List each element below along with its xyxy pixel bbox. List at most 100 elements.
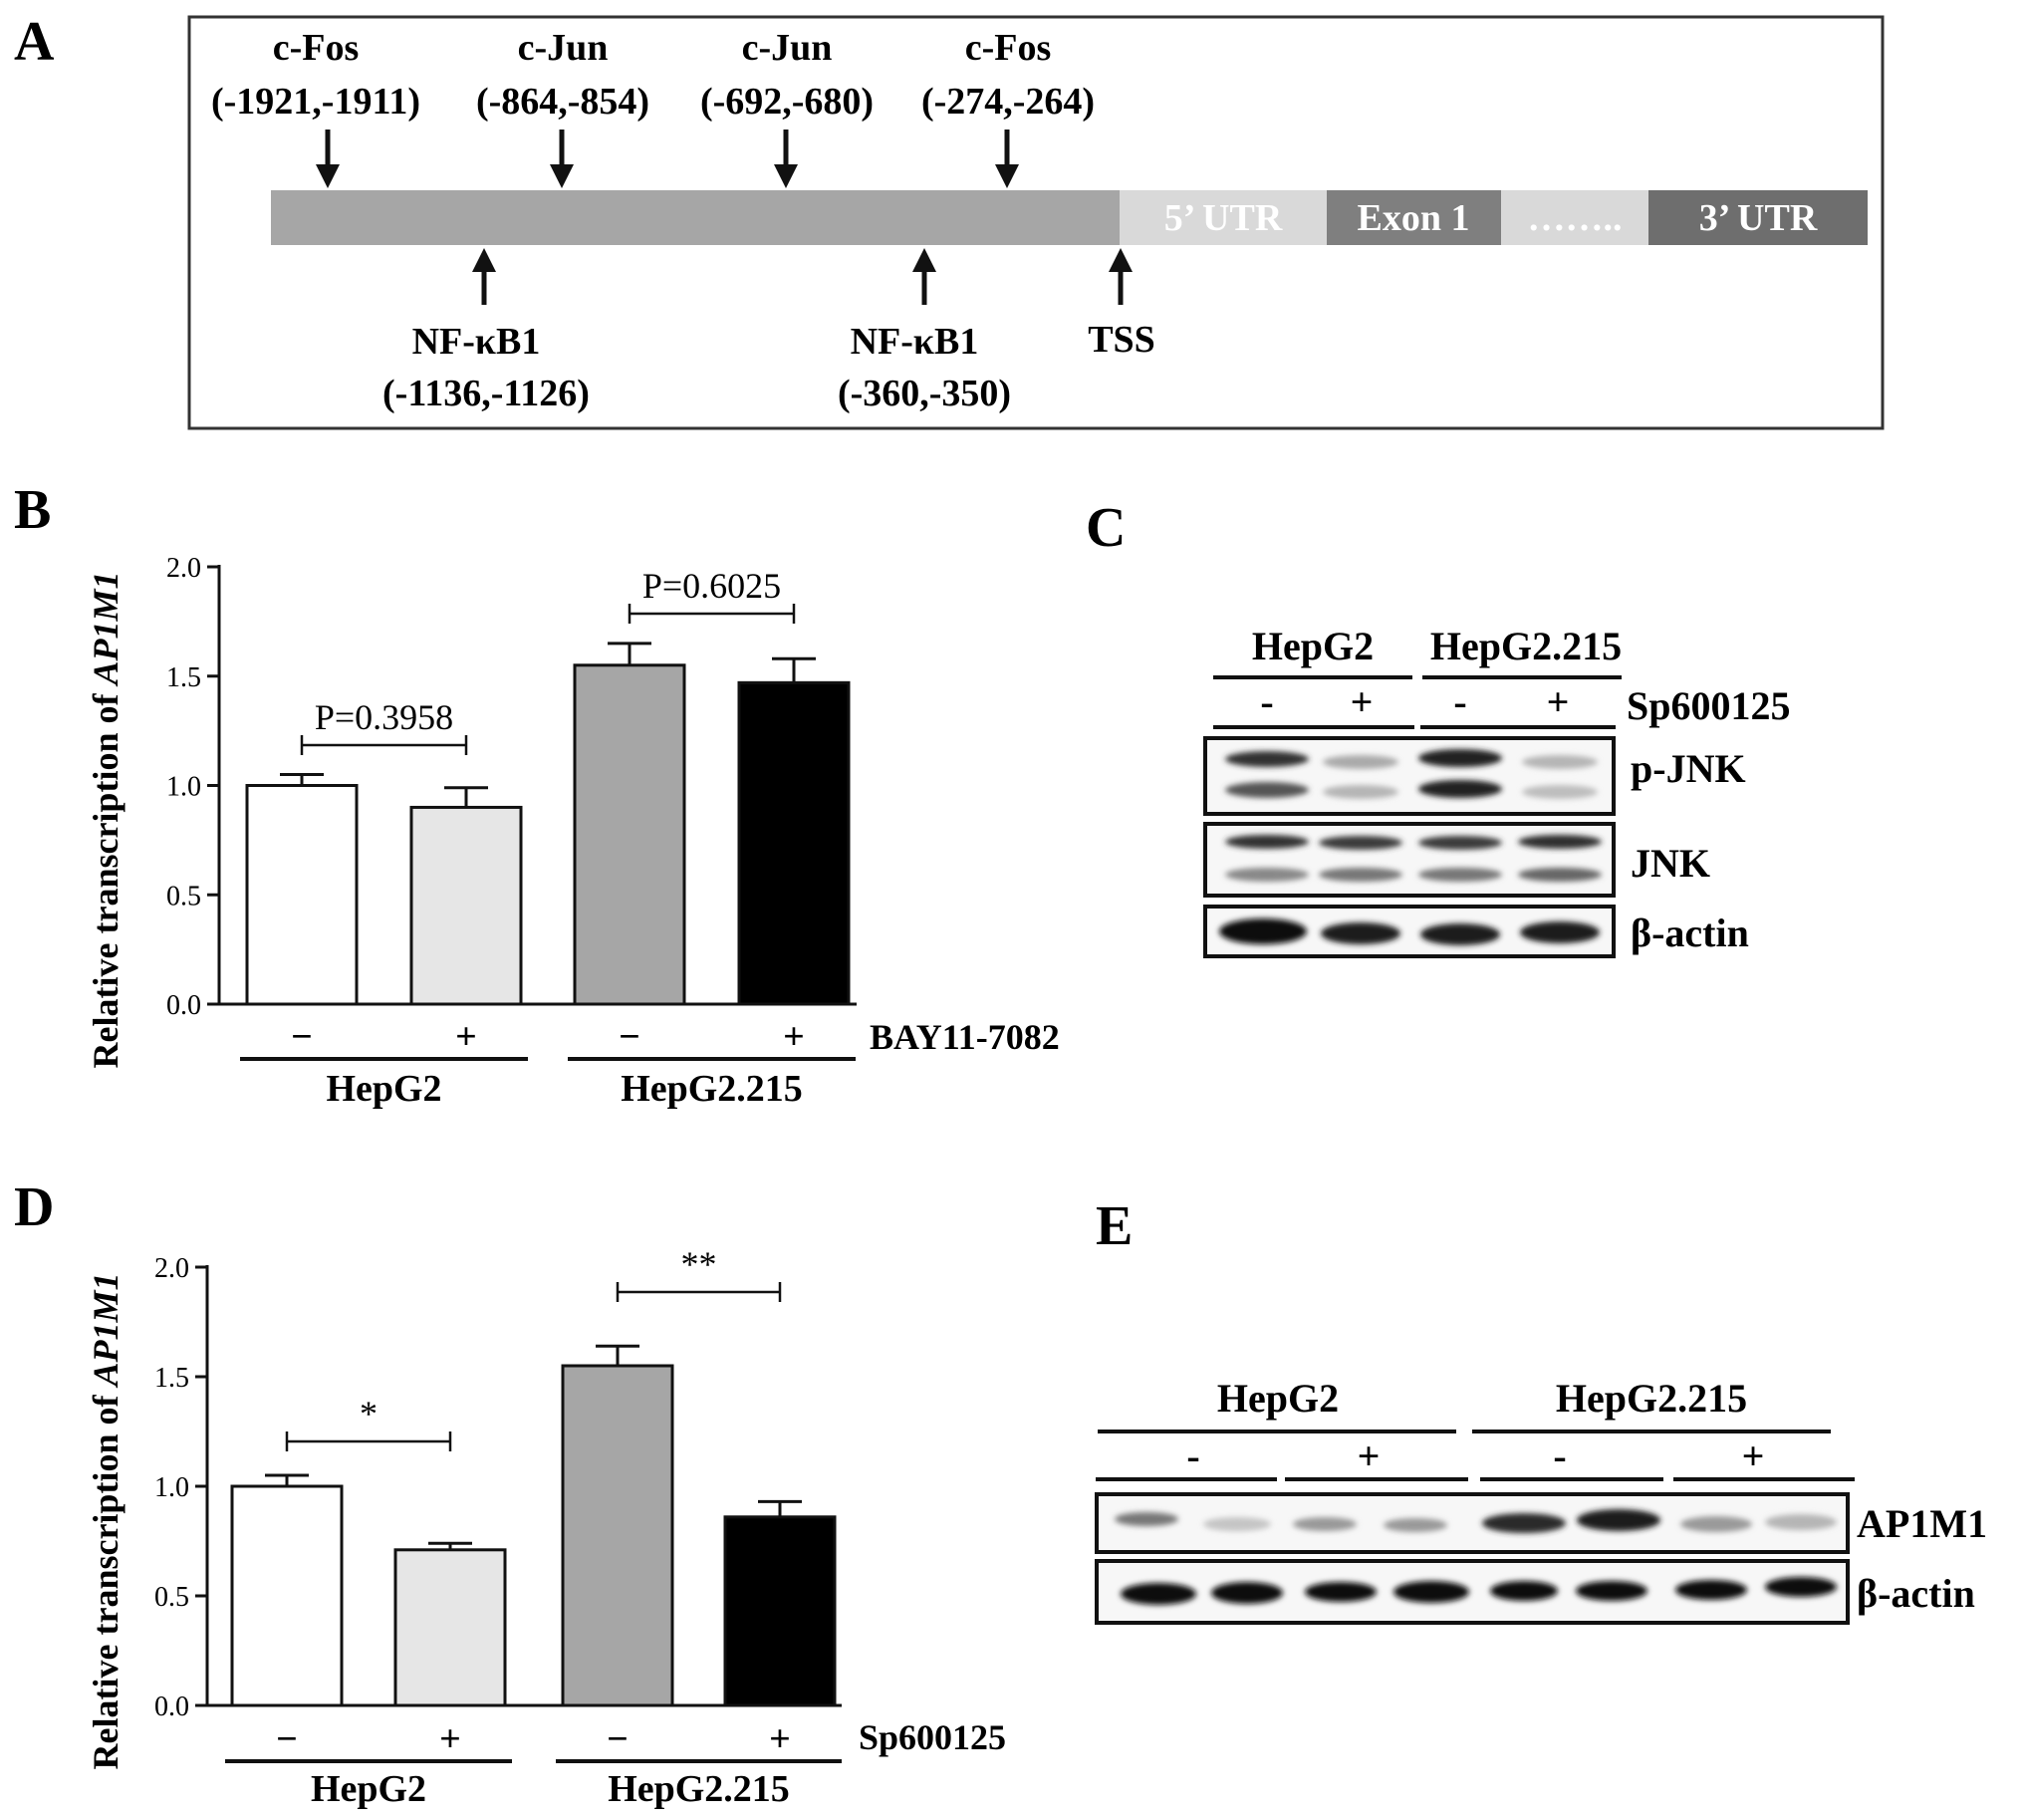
y-tick-label: 0.5 bbox=[154, 1582, 189, 1613]
band bbox=[1490, 1581, 1558, 1601]
panel-c: C HepG2 HepG2.215 - + - + Sp600125 p-JNK bbox=[1086, 497, 1791, 958]
band bbox=[1225, 835, 1309, 849]
site-below-1: NF-κB1 (-1136,-1126) bbox=[382, 248, 590, 414]
site-factor-label: NF-κB1 bbox=[851, 321, 979, 363]
panel-b-y-axis-title: Relative transcription of AP1M1 bbox=[86, 572, 126, 1069]
site-factor-label: c-Fos bbox=[965, 27, 1052, 69]
y-axis-title-gene: AP1M1 bbox=[86, 572, 126, 687]
lane-sign: - bbox=[1553, 1433, 1566, 1478]
band bbox=[1518, 868, 1602, 882]
panel-d: D Relative transcription of AP1M1 0.0 0.5… bbox=[14, 1176, 1006, 1810]
band bbox=[1293, 1517, 1357, 1531]
band bbox=[1420, 923, 1500, 945]
treatment-sign: + bbox=[455, 1016, 477, 1058]
group-label-hepg2: HepG2 bbox=[1252, 624, 1374, 668]
panel-a: A 5’ UTR Exon 1 …….. 3’ UTR c-Fos (-1921… bbox=[14, 11, 1885, 430]
tss-label: TSS bbox=[1088, 319, 1155, 361]
y-axis-title-prefix: Relative transcription of bbox=[86, 1387, 126, 1770]
band bbox=[1680, 1516, 1752, 1532]
up-arrow-head bbox=[472, 248, 496, 272]
site-above-1: c-Fos (-1921,-1911) bbox=[211, 27, 420, 188]
dots-segment bbox=[1501, 190, 1648, 245]
y-tick-label: 0.5 bbox=[166, 881, 201, 911]
panel-e: E HepG2 HepG2.215 - + - + AP1M1 bbox=[1095, 1195, 1987, 1625]
treatment-sign: − bbox=[619, 1016, 640, 1058]
band bbox=[1520, 921, 1600, 943]
comparison-label: ** bbox=[681, 1244, 717, 1284]
treatment-label: BAY11-7082 bbox=[870, 1017, 1060, 1057]
group-label: HepG2 bbox=[326, 1068, 441, 1110]
site-range-label: (-864,-854) bbox=[476, 81, 649, 123]
down-arrow-head bbox=[774, 164, 798, 188]
bar bbox=[393, 1548, 507, 1707]
panel-a-frame bbox=[187, 15, 1885, 430]
bar bbox=[573, 663, 686, 1006]
y-axis-title-prefix: Relative transcription of bbox=[86, 685, 126, 1069]
site-factor-label: NF-κB1 bbox=[412, 321, 541, 363]
down-arrow-head bbox=[316, 164, 340, 188]
panel-c-letter: C bbox=[1086, 497, 1126, 559]
dots-label: …….. bbox=[1528, 197, 1623, 239]
bar bbox=[230, 1484, 344, 1707]
band bbox=[1518, 835, 1602, 849]
band bbox=[1211, 1582, 1283, 1604]
exon1-segment bbox=[1327, 190, 1501, 245]
comparison-label: P=0.3958 bbox=[315, 697, 453, 737]
bar bbox=[561, 1364, 674, 1707]
band bbox=[1319, 868, 1402, 882]
panel-d-chart: 0.0 0.5 1.0 1.5 2.0 − + − + Sp600125 HepG2 HepG2.21… bbox=[154, 1244, 1006, 1810]
blot-bands bbox=[1121, 1577, 1837, 1605]
y-tick-label: 0.0 bbox=[154, 1691, 189, 1722]
panel-b: B Relative transcription of AP1M1 0.0 0.5… bbox=[14, 479, 1060, 1110]
panel-d-y-axis-title: Relative transcription of AP1M1 bbox=[86, 1273, 126, 1770]
utr3-label: 3’ UTR bbox=[1699, 197, 1818, 239]
band bbox=[1418, 780, 1502, 798]
utr5-label: 5’ UTR bbox=[1164, 197, 1283, 239]
group-label: HepG2.215 bbox=[621, 1068, 803, 1110]
site-above-3: c-Jun (-692,-680) bbox=[700, 27, 874, 188]
blot-bands bbox=[1225, 835, 1602, 882]
panel-e-letter: E bbox=[1096, 1195, 1133, 1257]
up-arrow-head bbox=[1109, 248, 1133, 272]
group-label-hepg2: HepG2 bbox=[1217, 1376, 1339, 1421]
y-tick-label: 1.0 bbox=[166, 772, 201, 803]
bar bbox=[409, 805, 523, 1006]
y-tick-label: 2.0 bbox=[154, 1253, 189, 1284]
blot-label: β-actin bbox=[1631, 910, 1749, 955]
blot-label: JNK bbox=[1631, 841, 1710, 886]
site-range-label: (-1136,-1126) bbox=[382, 373, 590, 414]
lane-sign: - bbox=[1186, 1433, 1199, 1478]
tss-marker: TSS bbox=[1088, 248, 1155, 361]
y-tick-label: 1.5 bbox=[166, 662, 201, 693]
band bbox=[1225, 751, 1309, 767]
lane-sign: - bbox=[1453, 679, 1466, 724]
band bbox=[1482, 1513, 1566, 1533]
blot-frame bbox=[1203, 822, 1616, 898]
band bbox=[1418, 836, 1502, 850]
band bbox=[1576, 1581, 1647, 1601]
band bbox=[1305, 1582, 1377, 1602]
band bbox=[1522, 785, 1598, 799]
site-factor-label: c-Fos bbox=[273, 27, 360, 69]
y-tick-label: 0.0 bbox=[166, 990, 201, 1021]
treatment-sign: + bbox=[439, 1718, 461, 1760]
band bbox=[1121, 1583, 1196, 1605]
band bbox=[1384, 1518, 1447, 1532]
band bbox=[1319, 836, 1402, 850]
group-label: HepG2.215 bbox=[608, 1768, 790, 1810]
treatment-label: Sp600125 bbox=[1627, 683, 1791, 728]
y-tick-label: 2.0 bbox=[166, 553, 201, 584]
y-tick-label: 1.0 bbox=[154, 1472, 189, 1503]
lane-sign: + bbox=[1742, 1433, 1765, 1478]
treatment-sign: + bbox=[769, 1718, 791, 1760]
band bbox=[1765, 1514, 1837, 1530]
bar bbox=[245, 784, 359, 1006]
promoter-segment bbox=[271, 190, 1120, 245]
band bbox=[1418, 868, 1502, 882]
down-arrow-head bbox=[550, 164, 574, 188]
comparison-label: * bbox=[360, 1394, 378, 1433]
blot-bands bbox=[1219, 918, 1600, 945]
lane-sign: + bbox=[1358, 1433, 1381, 1478]
blot-label: p-JNK bbox=[1631, 746, 1746, 791]
